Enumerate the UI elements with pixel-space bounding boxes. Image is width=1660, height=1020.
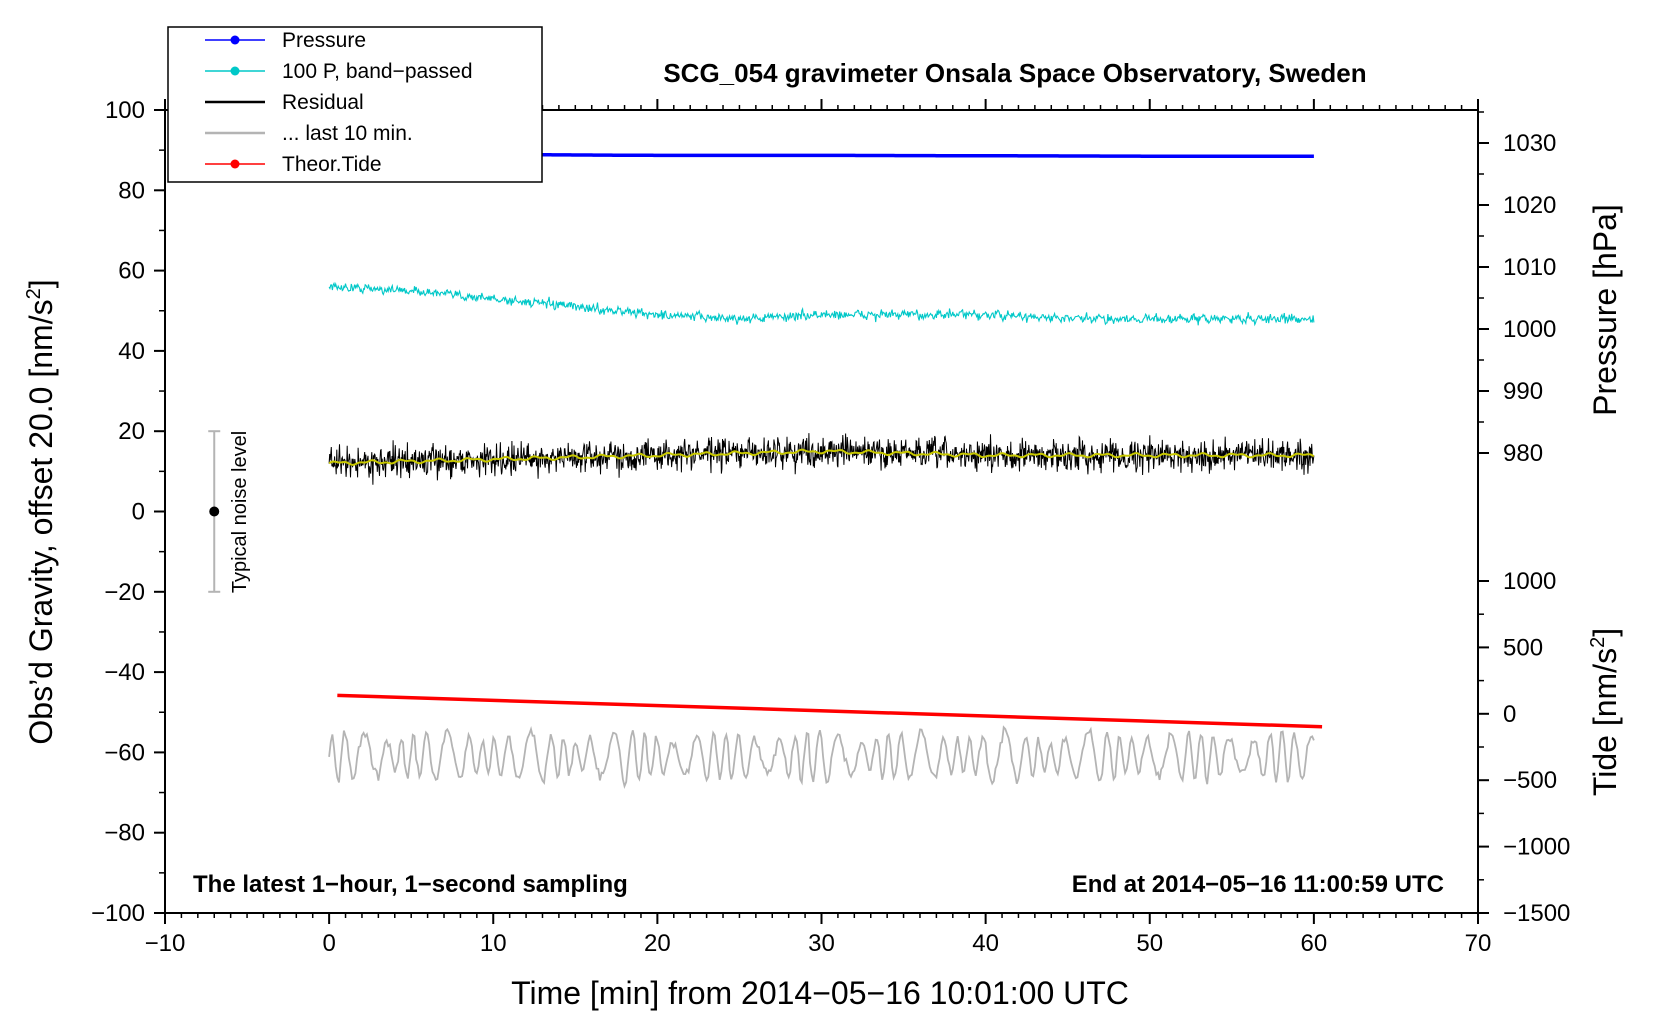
y-axis-label-pressure: Pressure [hPa] bbox=[1587, 204, 1623, 416]
series-theoretical-tide bbox=[337, 693, 1323, 729]
legend-swatch-marker bbox=[230, 159, 240, 169]
y-label-tide-sup: 2 bbox=[1587, 637, 1609, 648]
y-label-tide-close: ] bbox=[1587, 628, 1623, 637]
y-label-left-main: Obs’d Gravity, offset 20.0 [nm/s bbox=[23, 299, 59, 744]
x-tick-label: 70 bbox=[1465, 930, 1492, 957]
x-tick-label: 10 bbox=[480, 930, 507, 957]
y-label-left-sup: 2 bbox=[23, 288, 45, 299]
y-tick-label-left: −20 bbox=[104, 579, 145, 606]
noise-level-label: Typical noise level bbox=[229, 431, 251, 593]
y-tick-label-left: 100 bbox=[105, 97, 145, 124]
y-tick-label-left: 60 bbox=[118, 258, 145, 285]
series-band-passed-pressure bbox=[328, 281, 1315, 327]
series-last-10-min bbox=[328, 725, 1315, 790]
legend-label: Theor.Tide bbox=[282, 153, 382, 176]
x-tick-label: 50 bbox=[1136, 930, 1163, 957]
note-left: The latest 1−hour, 1−second sampling bbox=[193, 871, 628, 898]
legend-label: Pressure bbox=[282, 29, 366, 52]
chart-title: SCG_054 gravimeter Onsala Space Observat… bbox=[663, 58, 1366, 88]
pressure-tick-label: 980 bbox=[1503, 440, 1543, 467]
x-tick-label: 20 bbox=[644, 930, 671, 957]
x-tick-label: −10 bbox=[145, 930, 186, 957]
x-tick-label: 40 bbox=[972, 930, 999, 957]
tide-tick-label: 500 bbox=[1503, 634, 1543, 661]
pressure-tick-label: 990 bbox=[1503, 378, 1543, 405]
noise-level-bar bbox=[208, 430, 221, 593]
legend-label: Residual bbox=[282, 91, 364, 114]
x-tick-label: 30 bbox=[808, 930, 835, 957]
y-tick-label-left: −40 bbox=[104, 659, 145, 686]
pressure-tick-label: 1000 bbox=[1503, 316, 1556, 343]
y-tick-label-left: 80 bbox=[118, 177, 145, 204]
legend-label: 100 P, band−passed bbox=[282, 60, 473, 83]
x-tick-label: 0 bbox=[322, 930, 335, 957]
series-layer bbox=[328, 152, 1323, 790]
legend-swatch-marker bbox=[230, 35, 240, 45]
series-residual-smoothed bbox=[328, 448, 1315, 466]
tide-tick-label: −1500 bbox=[1503, 900, 1570, 927]
plot-border bbox=[164, 109, 1479, 914]
y-tick-label-left: −60 bbox=[104, 739, 145, 766]
legend-box bbox=[167, 26, 543, 183]
tide-tick-label: −1000 bbox=[1503, 834, 1570, 861]
y-tick-label-left: 20 bbox=[118, 418, 145, 445]
y-label-left-close: ] bbox=[23, 279, 59, 288]
y-tick-label-left: 40 bbox=[118, 338, 145, 365]
tide-tick-label: 1000 bbox=[1503, 568, 1556, 595]
y-label-tide-main: Tide [nm/s bbox=[1587, 648, 1623, 796]
x-axis-label: Time [min] from 2014−05−16 10:01:00 UTC bbox=[511, 975, 1129, 1011]
pressure-tick-label: 1020 bbox=[1503, 192, 1556, 219]
pressure-tick-label: 1030 bbox=[1503, 130, 1556, 157]
noise-bar-dot bbox=[209, 506, 220, 517]
y-tick-label-left: 0 bbox=[132, 499, 145, 526]
tide-tick-label: 0 bbox=[1503, 701, 1516, 728]
tide-tick-label: −500 bbox=[1503, 767, 1557, 794]
pressure-tick-label: 1010 bbox=[1503, 254, 1556, 281]
legend-swatch-marker bbox=[230, 66, 240, 76]
y-axis-label-tide: Tide [nm/s2] bbox=[1587, 628, 1623, 796]
ticks-layer: −10 0 10 20 30 40 50 60 70100806040200−20−40−60−… bbox=[91, 97, 1570, 957]
series-residual bbox=[328, 433, 1315, 485]
x-tick-label: 60 bbox=[1301, 930, 1328, 957]
plot-frame bbox=[164, 109, 1479, 914]
note-right: End at 2014−05−16 11:00:59 UTC bbox=[1072, 871, 1444, 898]
legend-label: ... last 10 min. bbox=[282, 122, 413, 145]
legend: Pressure 100 P, band−passed Residual ... la… bbox=[167, 26, 543, 183]
y-tick-label-left: −100 bbox=[91, 900, 145, 927]
y-axis-label-left: Obs’d Gravity, offset 20.0 [nm/s2] bbox=[23, 279, 59, 744]
y-tick-label-left: −80 bbox=[104, 820, 145, 847]
